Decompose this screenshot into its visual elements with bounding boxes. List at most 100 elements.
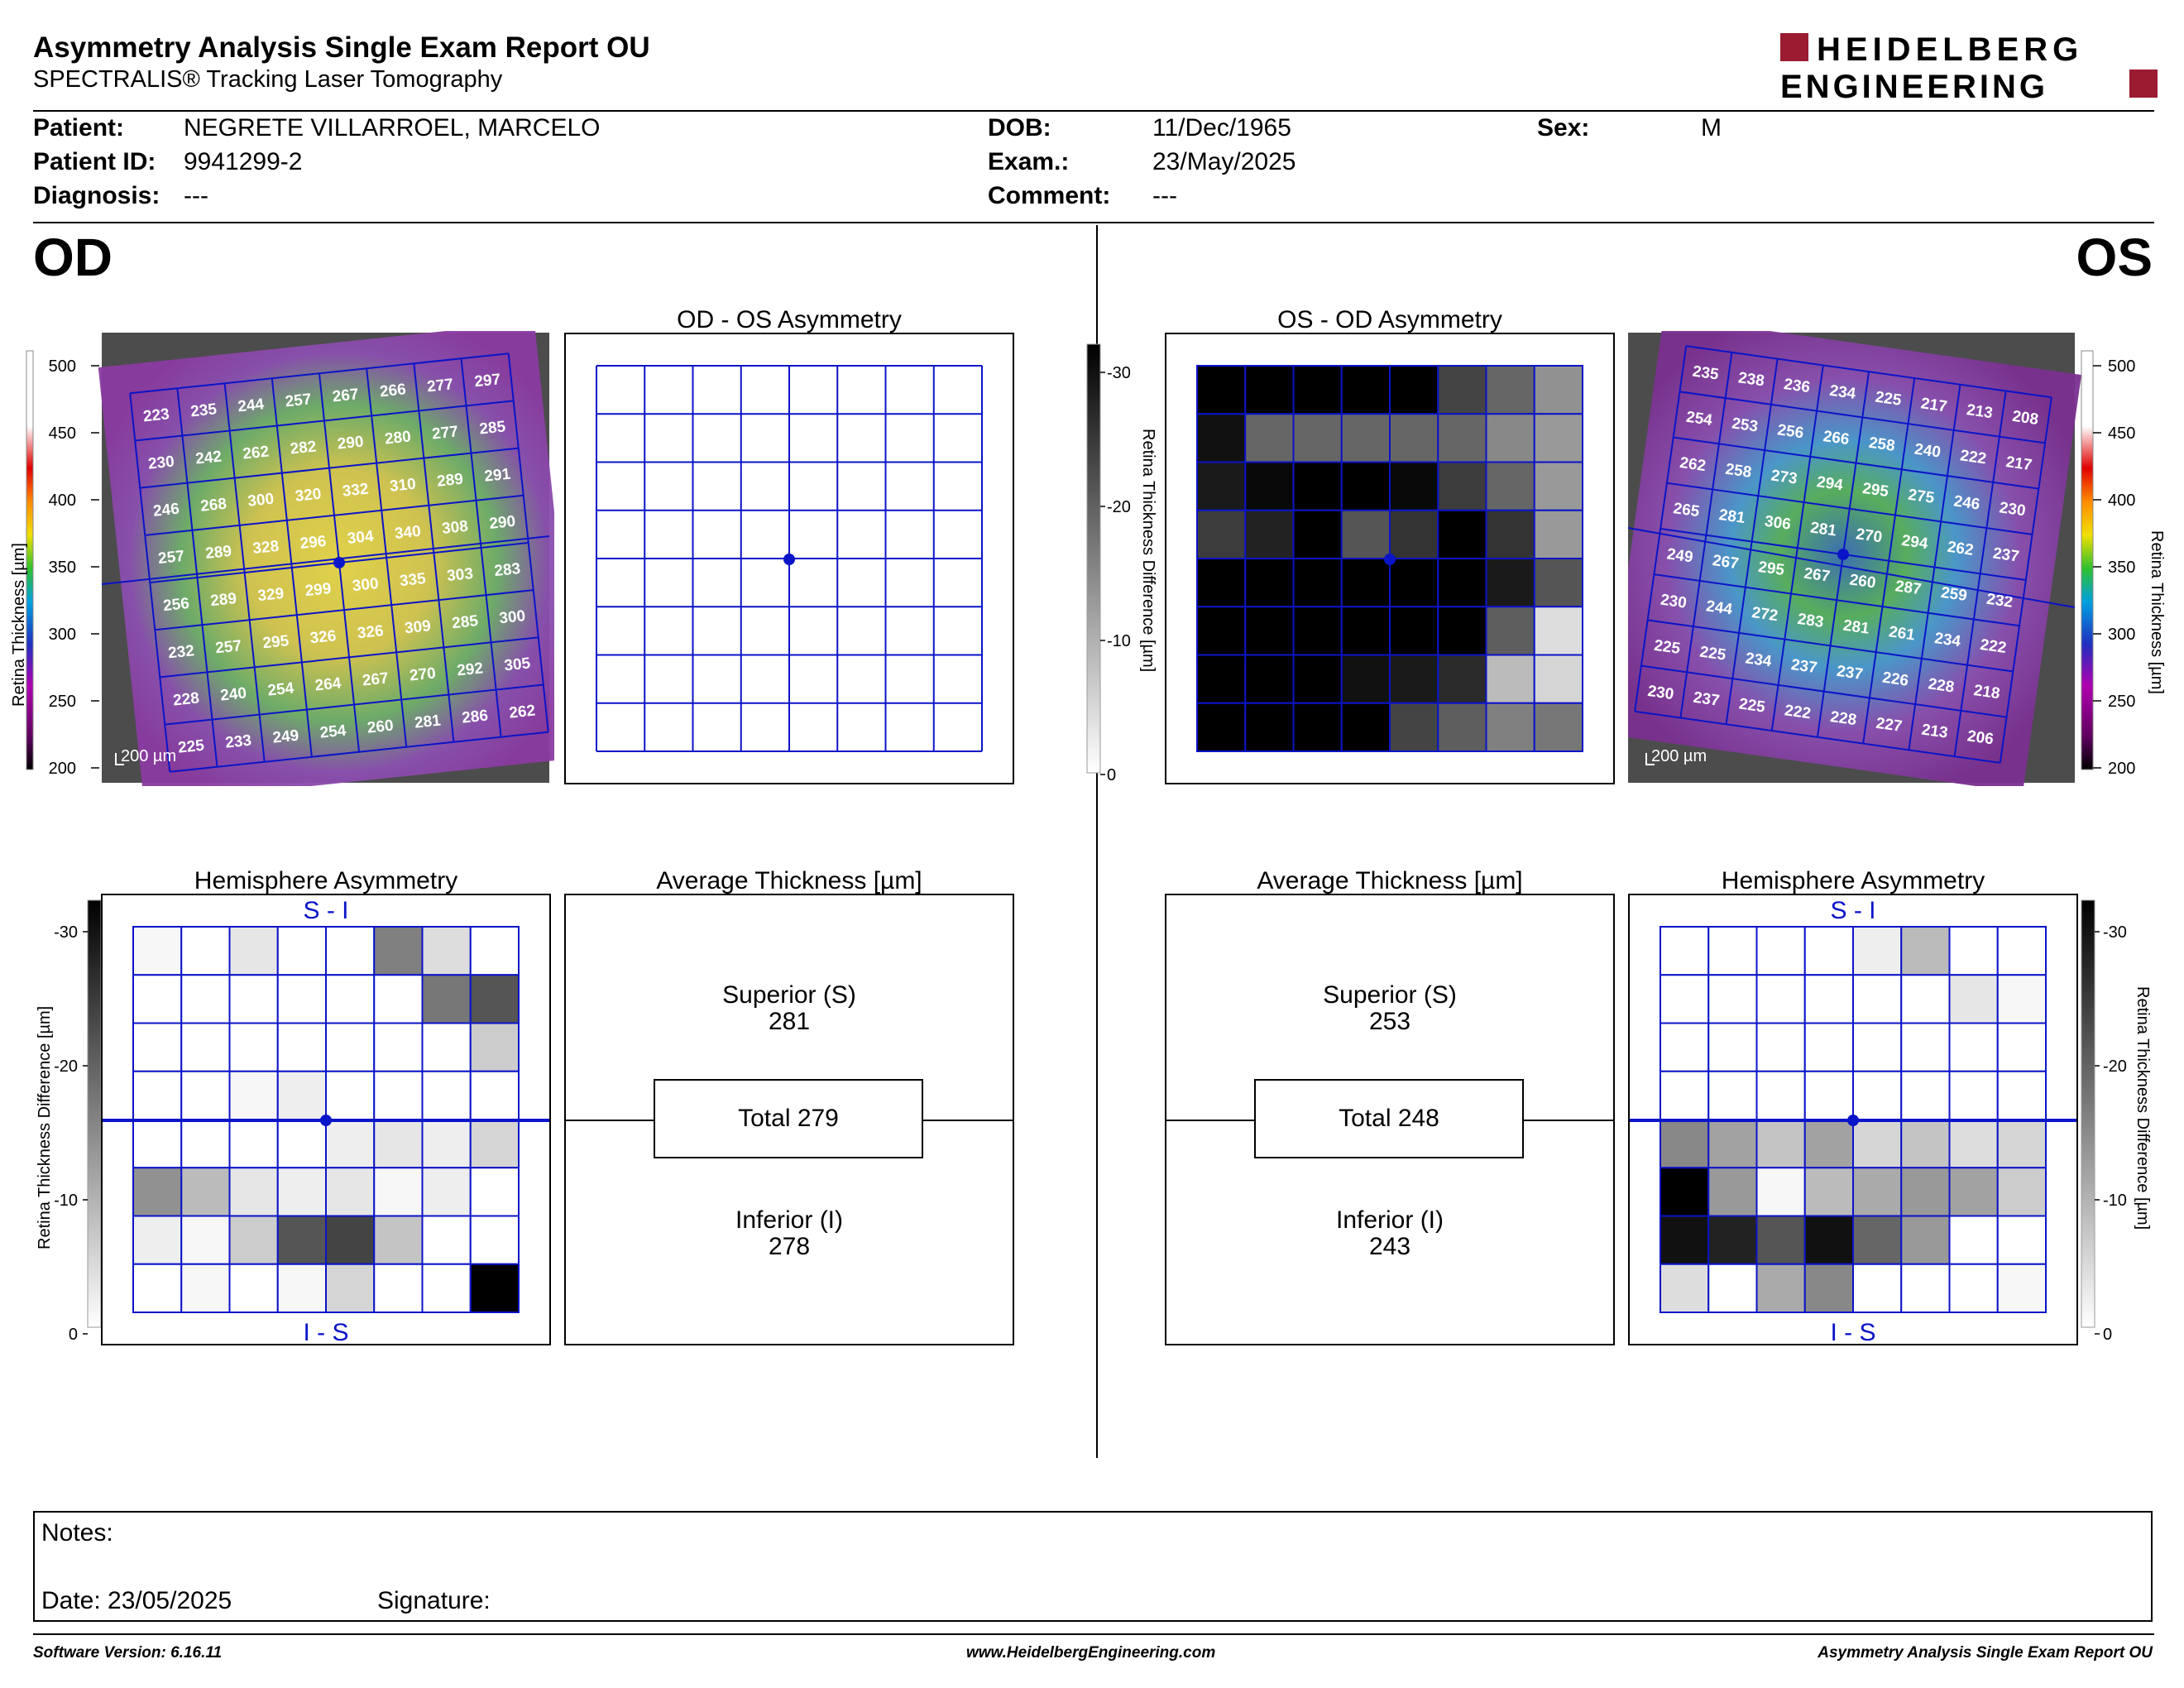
svg-text:200 µm: 200 µm (121, 747, 176, 765)
os-thickness-map: 235 238 236 234 225 217 213 208 254 253 256 266 258 2… (1628, 331, 2135, 786)
os-hemi-cell-6-2 (1755, 1215, 1806, 1265)
od-hemi-cell-7-7 (469, 1263, 520, 1313)
os-thickness-cell-0-3: 234 (1828, 382, 1857, 403)
od-hemi-cell-1-2 (228, 974, 279, 1024)
os-hemi-cell-2-4 (1852, 1022, 1903, 1072)
od-hemi-cell-6-5 (373, 1215, 424, 1265)
os-od-asym-cell-5-0 (1196, 606, 1247, 656)
os-od-asym-cell-6-2 (1292, 654, 1343, 704)
os-od-asym-cell-7-1 (1244, 702, 1295, 752)
od-thickness-cell-5-3: 326 (309, 627, 338, 647)
eye-label-os: OS (2076, 228, 2153, 287)
od-thickness-cell-5-6: 285 (451, 612, 479, 632)
diff-tick: -20 (54, 1057, 78, 1076)
os-thickness-cell-6-3: 237 (1790, 656, 1818, 677)
os-hemi-cell-5-2 (1755, 1167, 1806, 1217)
os-od-asym-cell-1-3 (1340, 413, 1391, 463)
os-od-diff-colorbar: -30 -20 -10 0 Retina Thickness Difference [… (1086, 343, 1157, 784)
od-thickness-cell-1-6: 277 (431, 423, 459, 443)
od-thickness-cell-3-7: 290 (488, 513, 516, 533)
od-thickness-cell-3-6: 308 (441, 518, 469, 538)
os-thickness-cell-6-2: 234 (1744, 650, 1773, 670)
os-hemi-cell-2-6 (1948, 1022, 1999, 1072)
os-hemi-cell-0-4 (1852, 926, 1903, 976)
od-thickness-cell-0-0: 223 (142, 405, 170, 425)
od-hemi-cell-6-7 (469, 1215, 520, 1265)
os-hemi-cell-5-0 (1660, 1167, 1710, 1217)
dob-label: DOB: (988, 114, 1051, 141)
od-hemi-cell-4-1 (180, 1119, 231, 1169)
os-thickness-cell-1-0: 254 (1685, 409, 1714, 429)
os-od-asym-cell-0-0 (1196, 365, 1247, 415)
od-thickness-cell-4-7: 283 (493, 560, 521, 580)
patient-label: Patient: (33, 114, 125, 141)
os-thickness-cell-2-2: 273 (1770, 467, 1798, 487)
os-thickness-cell-0-4: 225 (1874, 389, 1903, 410)
os-hemi-cell-3-0 (1660, 1070, 1710, 1120)
os-hemi-cell-6-7 (1996, 1215, 2047, 1265)
od-hemi-cell-0-7 (469, 926, 520, 976)
os-od-asym-cell-3-1 (1244, 509, 1295, 559)
od-thickness-cell-7-3: 254 (319, 722, 347, 742)
os-hemi-cell-4-5 (1900, 1119, 1951, 1169)
report-subtitle: SPECTRALIS® Tracking Laser Tomography (33, 66, 503, 93)
od-thickness-cell-6-0: 228 (172, 689, 200, 709)
os-thickness-cell-0-0: 235 (1692, 362, 1721, 383)
os-od-asym-cell-2-0 (1196, 461, 1247, 511)
diff-tick: -30 (2103, 923, 2127, 942)
os-od-asym-cell-6-6 (1485, 654, 1535, 704)
thickness-tick: 300 (2108, 626, 2135, 644)
os-thickness-cell-7-2: 225 (1738, 695, 1767, 716)
diff-tick: 0 (69, 1326, 78, 1344)
od-hemi-cell-2-7 (469, 1022, 520, 1072)
od-thickness-cell-0-4: 267 (332, 386, 360, 405)
os-thickness-cell-2-4: 295 (1861, 480, 1890, 501)
os-thickness-cell-4-3: 267 (1803, 565, 1831, 586)
notes-box[interactable]: Notes: Date: 23/05/2025 Signature: (33, 1511, 2153, 1622)
dob-value: 11/Dec/1965 (1152, 114, 1291, 141)
thickness-tick: 400 (2108, 492, 2135, 510)
os-od-asym-cell-0-6 (1485, 365, 1535, 415)
od-thickness-cell-1-3: 282 (290, 438, 318, 458)
os-od-asym-cell-1-0 (1196, 413, 1247, 463)
od-thickness-cell-1-2: 262 (242, 443, 270, 463)
thickness-tick: 350 (49, 559, 76, 577)
os-hemi-cell-1-3 (1803, 974, 1854, 1024)
os-hemi-cell-1-7 (1996, 974, 2047, 1024)
od-hemi-cell-1-5 (373, 974, 424, 1024)
od-hemi-cell-7-1 (180, 1263, 231, 1313)
od-hemi-cell-6-3 (276, 1215, 327, 1265)
os-od-asym-cell-7-0 (1196, 702, 1247, 752)
thickness-tick: 400 (49, 492, 76, 510)
od-hemi-cell-7-5 (373, 1263, 424, 1313)
od-hemi-cell-1-1 (180, 974, 231, 1024)
os-od-asym-cell-1-2 (1292, 413, 1343, 463)
os-thickness-cell-1-3: 266 (1822, 428, 1850, 448)
od-hemi-cell-0-3 (276, 926, 327, 976)
od-hemi-cell-1-0 (132, 974, 183, 1024)
os-thickness-cell-7-6: 213 (1920, 722, 1948, 742)
os-thickness-cell-3-5: 294 (1900, 532, 1929, 553)
os-thickness-cell-5-5: 261 (1888, 623, 1917, 644)
os-od-asym-cell-4-7 (1533, 558, 1583, 608)
os-hemi-cell-1-5 (1900, 974, 1951, 1024)
thickness-tick: 450 (2108, 424, 2135, 443)
os-hemi-cell-2-1 (1707, 1022, 1758, 1072)
os-od-asym-cell-0-3 (1340, 365, 1391, 415)
os-thickness-cell-2-3: 294 (1816, 473, 1845, 494)
os-hemi-cell-5-5 (1900, 1167, 1951, 1217)
od-hemi-cell-7-2 (228, 1263, 279, 1313)
svg-text:I - S: I - S (303, 1319, 348, 1344)
os-thickness-cell-2-7: 230 (1998, 499, 2026, 520)
os-thickness-cell-5-6: 234 (1933, 630, 1962, 650)
os-thickness-cell-7-3: 222 (1784, 702, 1812, 722)
od-thickness-cell-0-7: 297 (473, 371, 501, 391)
svg-text:I - S: I - S (1830, 1319, 1875, 1344)
od-hemi-cell-5-1 (180, 1167, 231, 1217)
od-thickness-cell-0-3: 257 (285, 391, 313, 410)
thickness-tick: 500 (49, 357, 76, 376)
os-od-asym-cell-3-2 (1292, 509, 1343, 559)
os-hemi-cell-1-2 (1755, 974, 1806, 1024)
thickness-tick: 300 (49, 626, 76, 644)
os-od-asym-cell-7-3 (1340, 702, 1391, 752)
